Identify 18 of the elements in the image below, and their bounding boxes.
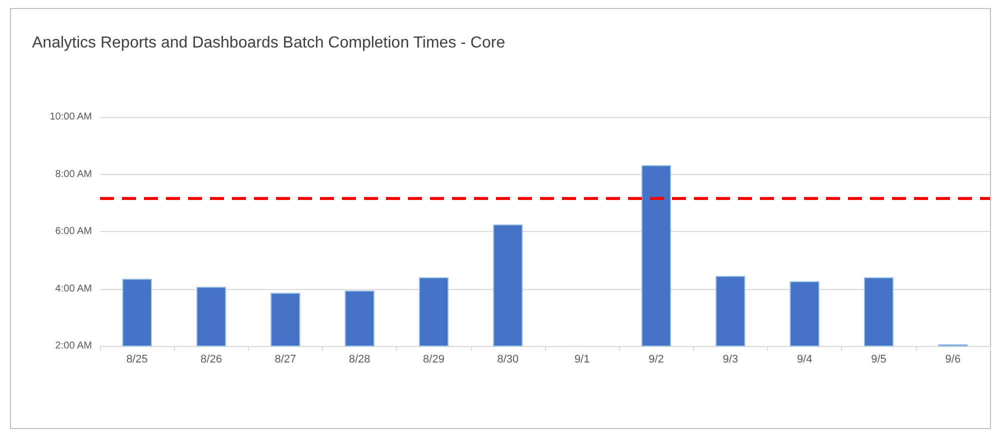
x-tick-label: 9/6 xyxy=(945,354,961,366)
x-tick-label: 8/26 xyxy=(200,354,222,366)
x-tick-label: 9/1 xyxy=(574,354,590,366)
y-tick-label: 2:00 AM xyxy=(55,340,92,352)
x-tick-label: 8/29 xyxy=(423,354,444,366)
chart-title: Analytics Reports and Dashboards Batch Completion Times - Core xyxy=(32,34,506,52)
x-tick-label: 8/25 xyxy=(126,354,148,366)
x-tick-label: 9/2 xyxy=(648,354,664,366)
y-tick-label: 8:00 AM xyxy=(55,168,92,180)
x-tick-label: 9/4 xyxy=(796,354,812,366)
x-tick-label: 9/5 xyxy=(871,354,886,366)
y-tick-label: 10:00 AM xyxy=(50,112,92,122)
x-tick-label: 8/27 xyxy=(274,354,296,366)
x-tick-label: 8/28 xyxy=(348,354,370,366)
x-tick-label: 9/3 xyxy=(722,354,738,366)
x-tick-label: 8/30 xyxy=(497,354,519,366)
y-tick-label: 4:00 AM xyxy=(55,283,92,294)
y-tick-label: 6:00 AM xyxy=(55,226,92,237)
